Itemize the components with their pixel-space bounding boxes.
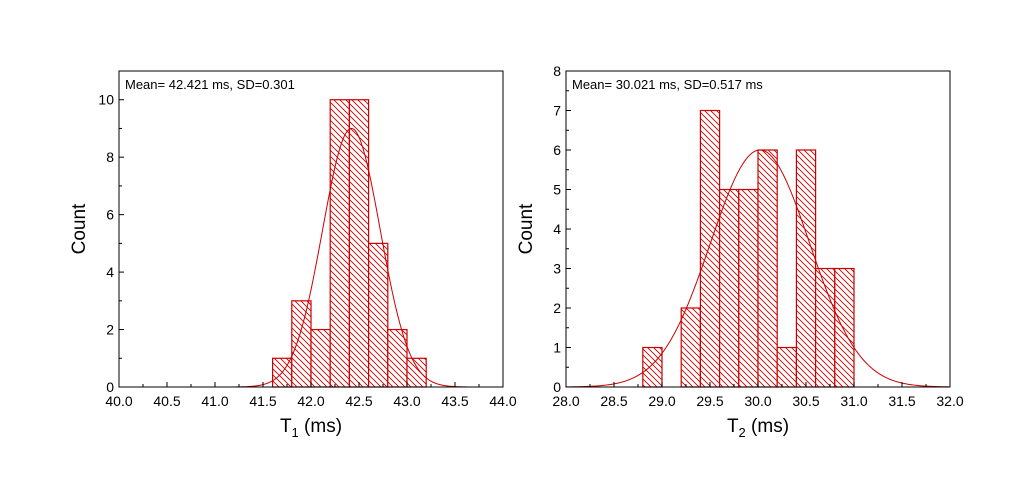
- x-tick-label: 31.5: [888, 393, 915, 409]
- x-axis-title-subscript: 2: [739, 425, 746, 440]
- y-axis-title: Count: [69, 203, 90, 254]
- y-tick-label: 6: [106, 207, 114, 223]
- x-axis-title-subscript: 1: [292, 425, 299, 440]
- y-tick-label: 2: [553, 300, 561, 316]
- y-tick-label: 8: [553, 63, 561, 79]
- bars-group: [272, 99, 427, 388]
- x-tick-label: 40.0: [105, 393, 132, 409]
- histogram-bar: [642, 346, 663, 388]
- y-tick-label: 4: [553, 221, 561, 237]
- histogram-bar: [406, 357, 427, 388]
- x-axis-ticks: 40.0 40.5 41.0 41.5 42.0 42.5 43.0 43.5 44.0: [105, 382, 517, 409]
- x-tick-label: 43.0: [393, 393, 420, 409]
- x-tick-label: 28.0: [552, 393, 579, 409]
- histogram-bar: [348, 99, 370, 388]
- x-tick-label: 29.0: [648, 393, 675, 409]
- y-axis-ticks: 0 2 4 6 8 10: [98, 92, 124, 395]
- histogram-bar: [718, 188, 740, 388]
- y-tick-label: 3: [553, 261, 561, 277]
- y-tick-label: 1: [553, 340, 561, 356]
- x-tick-label: 29.5: [696, 393, 723, 409]
- y-tick-label: 8: [106, 149, 114, 165]
- x-tick-label: 41.0: [201, 393, 228, 409]
- y-tick-label: 10: [98, 92, 114, 108]
- histogram-bar: [368, 242, 389, 388]
- histogram-bar: [834, 267, 855, 388]
- x-axis-title-unit: (ms): [746, 416, 789, 437]
- gaussian-fit-line: [235, 127, 468, 388]
- y-tick-label: 6: [553, 142, 561, 158]
- x-tick-label: 43.5: [441, 393, 468, 409]
- histogram-bar: [795, 149, 817, 388]
- bars-group: [642, 109, 855, 388]
- x-tick-label: 28.5: [600, 393, 627, 409]
- y-tick-label: 2: [106, 322, 114, 338]
- y-tick-label: 0: [553, 379, 561, 395]
- stats-annotation: Mean= 30.021 ms, SD=0.517 ms: [572, 77, 763, 92]
- histogram-bar: [699, 109, 721, 388]
- x-tick-label: 40.5: [153, 393, 180, 409]
- y-axis-title: Count: [516, 203, 537, 254]
- histogram-bar: [291, 300, 312, 388]
- x-tick-label: 30.5: [792, 393, 819, 409]
- x-axis-title: T1 (ms): [280, 416, 342, 440]
- histogram-bar: [776, 346, 798, 388]
- x-tick-label: 42.5: [345, 393, 372, 409]
- histogram-bar: [310, 328, 331, 388]
- x-tick-label: 31.0: [840, 393, 867, 409]
- histogram-bar: [329, 99, 351, 388]
- x-axis-title-main: T: [280, 416, 292, 437]
- x-tick-label: 41.5: [249, 393, 276, 409]
- y-tick-label: 5: [553, 182, 561, 198]
- histogram-bar: [757, 149, 778, 388]
- y-tick-label: 7: [553, 103, 561, 119]
- stats-annotation: Mean= 42.421 ms, SD=0.301: [125, 77, 295, 92]
- x-tick-label: 42.0: [297, 393, 324, 409]
- x-tick-label: 32.0: [936, 393, 963, 409]
- panel-t2: 28.0 28.5 29.0 29.5 30.0 30.5 31.0 31.5 32.0 0 1 2…: [516, 63, 964, 440]
- x-tick-label: 44.0: [489, 393, 516, 409]
- x-axis-ticks: 28.0 28.5 29.0 29.5 30.0 30.5 31.0 31.5 32.0: [552, 382, 964, 409]
- x-axis-title-unit: (ms): [299, 416, 342, 437]
- y-axis-ticks: 0 1 2 3 4 5 6 7 8: [553, 63, 571, 395]
- x-tick-label: 30.0: [744, 393, 771, 409]
- x-axis-title-main: T: [727, 416, 739, 437]
- gaussian-fit-line: [566, 149, 949, 388]
- y-tick-label: 4: [106, 264, 114, 280]
- x-axis-title: T2 (ms): [727, 416, 789, 440]
- histogram-bar: [738, 188, 759, 388]
- y-tick-label: 0: [106, 379, 114, 395]
- histogram-bar: [680, 307, 702, 388]
- panel-t1: 40.0 40.5 41.0 41.5 42.0 42.5 43.0 43.5 44.0 0 2 4…: [69, 70, 517, 440]
